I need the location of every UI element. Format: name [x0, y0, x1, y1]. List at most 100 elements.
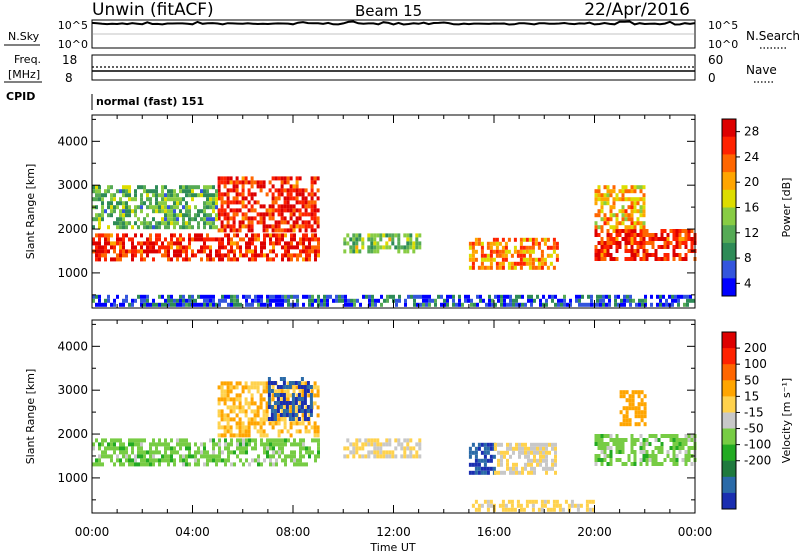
colorbar-segment	[722, 428, 736, 446]
echo-cell	[548, 442, 551, 447]
echo-cell	[515, 466, 518, 471]
echo-cell	[101, 302, 104, 307]
echo-cell	[226, 413, 230, 418]
echo-cell	[254, 253, 257, 258]
echo-cell	[98, 193, 101, 198]
echo-cell	[289, 433, 293, 438]
echo-cell	[146, 450, 149, 455]
echo-cell	[179, 201, 182, 206]
echo-cell	[286, 192, 290, 197]
echo-cell	[306, 417, 310, 421]
echo-cell	[197, 294, 200, 299]
echo-cell	[188, 298, 191, 303]
echo-cell	[367, 438, 371, 443]
echo-cell	[467, 298, 470, 303]
echo-cell	[250, 192, 254, 197]
echo-cell	[305, 245, 308, 250]
y-tick-label: 3000	[57, 178, 88, 192]
echo-cell	[659, 302, 662, 307]
echo-cell	[494, 470, 497, 475]
echo-cell	[224, 233, 227, 238]
echo-cell	[197, 193, 200, 198]
echo-cell	[370, 245, 374, 250]
echo-cell	[471, 257, 475, 262]
echo-cell	[277, 204, 281, 209]
echo-cell	[379, 245, 383, 250]
echo-cell	[155, 458, 158, 463]
echo-cell	[654, 454, 658, 458]
echo-cell	[244, 425, 248, 430]
echo-cell	[217, 208, 221, 213]
echo-cell	[215, 205, 218, 210]
echo-cell	[289, 216, 293, 221]
echo-cell	[277, 228, 281, 233]
echo-cell	[452, 294, 455, 299]
echo-cell	[116, 189, 119, 194]
echo-cell	[666, 245, 670, 249]
echo-cell	[358, 438, 362, 443]
echo-cell	[418, 446, 422, 451]
echo-cell	[212, 225, 215, 230]
echo-cell	[197, 237, 200, 242]
echo-cell	[518, 442, 521, 447]
echo-cell	[158, 209, 161, 214]
echo-cell	[515, 298, 518, 303]
echo-cell	[622, 422, 626, 427]
echo-cell	[618, 229, 622, 233]
echo-cell	[672, 446, 676, 450]
echo-cell	[98, 237, 101, 242]
echo-cell	[644, 302, 647, 307]
echo-cell	[119, 245, 122, 250]
echo-cell	[636, 241, 640, 245]
echo-cell	[298, 429, 302, 434]
echo-cell	[671, 302, 674, 307]
echo-cell	[310, 389, 314, 394]
echo-cell	[636, 209, 640, 214]
echo-cell	[250, 409, 254, 414]
echo-cell	[257, 298, 260, 303]
echo-cell	[290, 257, 293, 262]
echo-cell	[284, 298, 287, 303]
echo-cell	[128, 209, 131, 214]
echo-cell	[256, 381, 260, 386]
echo-cell	[188, 454, 191, 459]
echo-cell	[241, 204, 245, 209]
echo-cell	[524, 302, 527, 307]
echo-cell	[634, 410, 638, 415]
echo-cell	[131, 241, 134, 246]
echo-cell	[164, 221, 167, 226]
echo-cell	[140, 249, 143, 254]
echo-cell	[464, 294, 467, 299]
echo-cell	[483, 499, 487, 504]
echo-cell	[282, 409, 286, 413]
echo-cell	[406, 233, 410, 238]
echo-cell	[250, 417, 254, 422]
echo-cell	[146, 189, 149, 194]
echo-cell	[269, 438, 272, 443]
echo-cell	[226, 385, 230, 390]
echo-cell	[247, 180, 251, 185]
echo-cell	[125, 294, 128, 299]
echo-cell	[654, 458, 658, 462]
echo-cell	[301, 421, 305, 426]
echo-cell	[143, 298, 146, 303]
echo-cell	[95, 217, 98, 222]
echo-cell	[101, 209, 104, 214]
echo-cell	[155, 241, 158, 246]
echo-cell	[591, 507, 595, 512]
echo-cell	[309, 401, 313, 405]
echo-cell	[629, 294, 632, 299]
echo-cell	[291, 417, 295, 421]
echo-cell	[515, 442, 518, 447]
echo-cell	[302, 302, 305, 307]
echo-cell	[233, 462, 236, 467]
echo-cell	[241, 184, 245, 189]
echo-cell	[660, 229, 664, 233]
echo-cell	[92, 237, 95, 242]
echo-cell	[370, 233, 374, 238]
echo-cell	[471, 442, 475, 447]
echo-cell	[113, 442, 116, 447]
echo-cell	[483, 442, 487, 447]
echo-cell	[167, 225, 170, 230]
echo-cell	[245, 450, 248, 455]
